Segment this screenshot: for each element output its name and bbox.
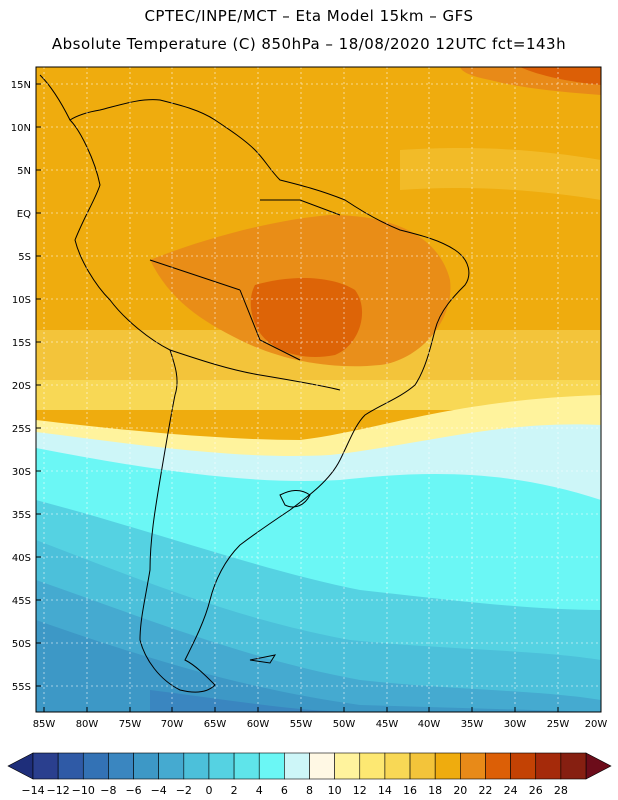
lon-label: 85W — [33, 719, 56, 730]
colorbar-box — [108, 752, 134, 780]
colorbar-label: 0 — [205, 784, 212, 797]
lon-label: 45W — [376, 719, 399, 730]
colorbar-box — [208, 752, 235, 780]
longitude-labels: 85W 80W 75W 70W 65W 60W 55W 50W 45W 40W … — [33, 719, 608, 730]
colorbar-box — [183, 752, 210, 780]
lon-label: 80W — [76, 719, 99, 730]
colorbar-label: 4 — [256, 784, 263, 797]
colorbar-box — [535, 752, 562, 780]
colorbar-box — [334, 752, 361, 780]
colorbar-label: −8 — [100, 784, 116, 797]
colorbar-label: −14 — [21, 784, 44, 797]
lat-label: 55S — [12, 682, 31, 693]
colorbar-label: −2 — [176, 784, 192, 797]
colorbar-box — [359, 752, 386, 780]
colorbar-box — [460, 752, 486, 780]
lon-label: 50W — [333, 719, 356, 730]
colorbar-label: −12 — [47, 784, 70, 797]
lat-label: 10S — [12, 295, 31, 306]
colorbar-box — [233, 752, 260, 780]
colorbar-label: 18 — [428, 784, 442, 797]
map-title-line-1: CPTEC/INPE/MCT – Eta Model 15km – GFS — [144, 7, 474, 25]
lat-label: 10N — [11, 123, 31, 134]
colorbar-box — [258, 752, 285, 780]
colorbar-under-triangle — [7, 752, 34, 780]
colorbar-label: 10 — [328, 784, 342, 797]
lat-label: 40S — [12, 553, 31, 564]
colorbar-label: −6 — [125, 784, 141, 797]
colorbar-label: 6 — [281, 784, 288, 797]
colorbar-label: −4 — [151, 784, 167, 797]
lat-label: 25S — [12, 424, 31, 435]
colorbar-box — [409, 752, 436, 780]
colorbar-box — [32, 752, 59, 780]
lon-label: 35W — [461, 719, 484, 730]
lat-label: 5N — [17, 166, 31, 177]
colorbar-box — [434, 752, 461, 780]
colorbar-label: 24 — [504, 784, 518, 797]
colorbar-label: −10 — [72, 784, 95, 797]
lat-label: 20S — [12, 381, 31, 392]
colorbar-box — [510, 752, 537, 780]
lon-label: 30W — [504, 719, 527, 730]
lat-label: 15S — [12, 338, 31, 349]
colorbar: −14 −12 −10 −8 −6 −4 −2 0 2 4 6 8 10 12 14 16 18 20 22 24 26… — [7, 752, 612, 797]
colorbar-label: 2 — [231, 784, 238, 797]
lat-label: 45S — [12, 596, 31, 607]
colorbar-box — [384, 752, 411, 780]
lon-label: 40W — [418, 719, 441, 730]
lon-label: 55W — [290, 719, 313, 730]
frame-ticks — [36, 83, 559, 712]
colorbar-label: 20 — [453, 784, 467, 797]
colorbar-over-triangle — [585, 752, 612, 780]
colorbar-box — [309, 752, 335, 780]
lon-label: 60W — [247, 719, 270, 730]
temperature-field — [36, 67, 601, 712]
lon-label: 65W — [204, 719, 227, 730]
colorbar-label: 26 — [529, 784, 543, 797]
colorbar-label: 28 — [554, 784, 568, 797]
lon-label: 75W — [119, 719, 142, 730]
colorbar-label: 8 — [306, 784, 313, 797]
colorbar-box — [560, 752, 587, 780]
latitude-labels: 15N 10N 5N EQ 5S 10S 15S 20S 25S 30S 35S… — [11, 80, 31, 693]
map-frame — [35, 66, 602, 713]
lon-label: 20W — [585, 719, 608, 730]
lon-label: 25W — [547, 719, 570, 730]
lon-label: 70W — [161, 719, 184, 730]
coastlines — [39, 74, 470, 693]
map-title-line-2: Absolute Temperature (C) 850hPa – 18/08/… — [51, 35, 567, 53]
colorbar-label: 22 — [478, 784, 492, 797]
lat-label: 30S — [12, 467, 31, 478]
lat-label: 35S — [12, 510, 31, 521]
colorbar-box — [57, 752, 84, 780]
colorbar-box — [158, 752, 185, 780]
lat-label: EQ — [17, 209, 31, 220]
colorbar-box — [284, 752, 310, 780]
lat-label: 5S — [18, 252, 31, 263]
colorbar-box — [82, 752, 109, 780]
lat-label: 50S — [12, 639, 31, 650]
colorbar-label: 16 — [403, 784, 417, 797]
colorbar-label: 12 — [353, 784, 367, 797]
graticule — [36, 67, 601, 712]
colorbar-box — [133, 752, 159, 780]
lat-label: 15N — [11, 80, 31, 91]
colorbar-box — [485, 752, 511, 780]
colorbar-label: 14 — [378, 784, 392, 797]
